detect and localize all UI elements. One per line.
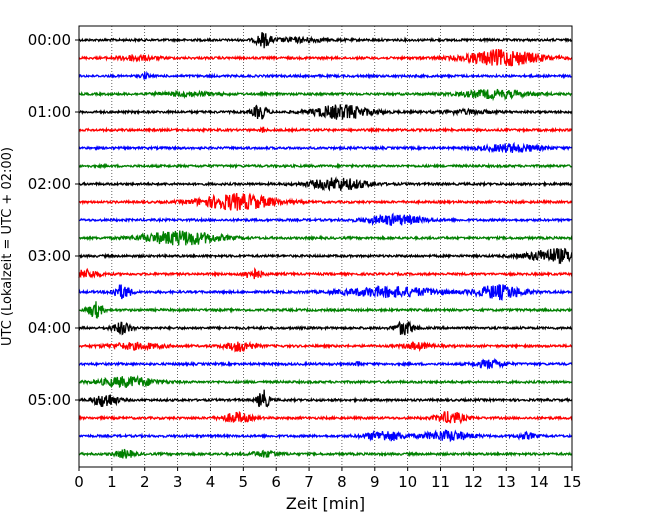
- y-tick-label: 01:00: [28, 103, 71, 121]
- trace-0400: [78, 320, 573, 336]
- x-tick-label: 12: [464, 473, 483, 491]
- trace-0000: [78, 31, 573, 49]
- x-tick-label: 15: [562, 473, 581, 491]
- trace-0115: [78, 126, 573, 134]
- x-axis-label: Zeit [min]: [286, 494, 365, 513]
- trace-0045: [78, 88, 573, 102]
- y-tick-label: 05:00: [28, 391, 71, 409]
- y-axis-label: UTC (Lokalzeit = UTC + 02:00): [0, 147, 15, 346]
- x-tick-label: 10: [398, 473, 417, 491]
- trace-0145: [78, 162, 573, 170]
- x-tick-label: 13: [497, 473, 516, 491]
- trace-0545: [78, 448, 573, 459]
- trace-0230: [78, 212, 573, 226]
- trace-0245: [78, 230, 573, 246]
- x-tick-label: 5: [239, 473, 249, 491]
- y-axis-ticks: 00:00 01:00 02:00 03:00 04:00 05:00: [28, 31, 79, 409]
- trace-0500: [78, 389, 573, 408]
- trace-0345: [78, 301, 573, 319]
- traces: [78, 31, 573, 459]
- plot-frame: [78, 25, 573, 468]
- x-tick-label: 14: [530, 473, 549, 491]
- y-tick-label: 03:00: [28, 247, 71, 265]
- trace-0015: [78, 48, 573, 67]
- x-tick-label: 2: [140, 473, 150, 491]
- x-tick-label: 9: [370, 473, 380, 491]
- trace-0200: [78, 176, 573, 192]
- x-tick-label: 1: [107, 473, 117, 491]
- x-tick-label: 3: [173, 473, 183, 491]
- trace-0130: [78, 141, 573, 154]
- x-tick-label: 6: [271, 473, 281, 491]
- y-tick-label: 04:00: [28, 319, 71, 337]
- y-tick-label: 02:00: [28, 175, 71, 193]
- trace-0215: [78, 192, 573, 211]
- x-tick-label: 4: [206, 473, 216, 491]
- trace-0315: [78, 267, 573, 280]
- x-tick-label: 8: [337, 473, 347, 491]
- x-tick-label: 11: [431, 473, 450, 491]
- x-axis-ticks: 0 1 2 3 4 5 6 7 8 9 10 11 12 13 14 15: [74, 467, 582, 491]
- x-tick-label: 0: [74, 473, 84, 491]
- trace-0100: [78, 104, 573, 120]
- trace-0300: [78, 247, 573, 265]
- trace-0430: [78, 357, 573, 371]
- trace-0445: [78, 374, 573, 389]
- trace-0415: [78, 340, 573, 353]
- trace-0530: [78, 428, 573, 443]
- x-tick-label: 7: [304, 473, 314, 491]
- trace-0515: [78, 410, 573, 425]
- trace-0330: [78, 284, 573, 301]
- y-tick-label: 00:00: [28, 31, 71, 49]
- trace-0030: [78, 70, 573, 80]
